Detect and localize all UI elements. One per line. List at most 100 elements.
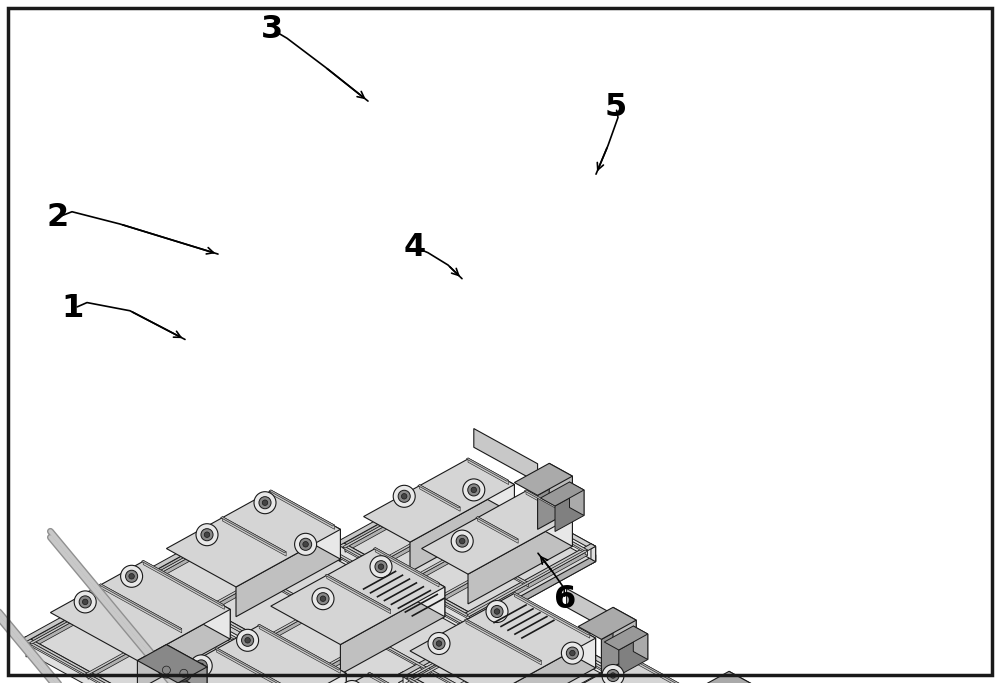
Circle shape — [195, 660, 207, 672]
Polygon shape — [26, 578, 142, 657]
Polygon shape — [526, 491, 572, 546]
Circle shape — [180, 669, 188, 678]
Circle shape — [74, 591, 96, 613]
Polygon shape — [516, 619, 611, 675]
Polygon shape — [407, 517, 525, 587]
Polygon shape — [137, 513, 555, 683]
Polygon shape — [585, 550, 587, 555]
Polygon shape — [601, 620, 636, 673]
Circle shape — [566, 647, 578, 659]
Polygon shape — [139, 584, 419, 683]
Polygon shape — [468, 516, 572, 604]
Polygon shape — [514, 592, 590, 638]
Polygon shape — [260, 505, 555, 667]
Polygon shape — [438, 637, 547, 683]
Polygon shape — [464, 619, 541, 662]
Circle shape — [126, 570, 138, 583]
Polygon shape — [375, 548, 439, 587]
Circle shape — [242, 635, 254, 646]
Polygon shape — [540, 660, 541, 666]
Polygon shape — [510, 611, 619, 671]
Polygon shape — [86, 615, 195, 675]
Polygon shape — [604, 626, 648, 650]
Circle shape — [303, 542, 308, 547]
Circle shape — [237, 629, 259, 652]
Polygon shape — [460, 648, 557, 683]
Polygon shape — [143, 561, 230, 639]
Polygon shape — [26, 637, 316, 683]
Polygon shape — [550, 662, 555, 680]
Polygon shape — [141, 560, 224, 606]
Polygon shape — [466, 619, 541, 665]
Polygon shape — [554, 533, 556, 538]
Polygon shape — [467, 615, 469, 621]
Polygon shape — [253, 673, 346, 683]
Polygon shape — [265, 513, 555, 680]
Polygon shape — [340, 587, 445, 674]
Polygon shape — [422, 491, 572, 574]
Polygon shape — [320, 544, 322, 550]
Polygon shape — [492, 499, 494, 504]
Circle shape — [451, 530, 473, 552]
Circle shape — [190, 655, 212, 677]
Polygon shape — [514, 674, 635, 683]
Polygon shape — [436, 533, 556, 600]
Polygon shape — [472, 655, 579, 683]
Polygon shape — [259, 626, 346, 683]
Polygon shape — [432, 607, 435, 612]
Polygon shape — [146, 514, 266, 580]
Polygon shape — [339, 475, 467, 561]
Polygon shape — [200, 678, 307, 683]
Polygon shape — [215, 647, 298, 683]
Polygon shape — [476, 516, 518, 540]
Polygon shape — [578, 607, 636, 639]
Polygon shape — [339, 540, 473, 630]
Polygon shape — [468, 555, 596, 632]
Polygon shape — [409, 620, 516, 683]
Polygon shape — [519, 677, 635, 683]
Polygon shape — [514, 463, 572, 495]
Polygon shape — [513, 619, 516, 624]
Polygon shape — [375, 548, 445, 617]
Circle shape — [428, 632, 450, 654]
Polygon shape — [503, 668, 619, 683]
Circle shape — [401, 494, 407, 499]
Polygon shape — [143, 560, 224, 609]
Polygon shape — [405, 516, 525, 582]
Polygon shape — [207, 546, 488, 683]
Circle shape — [610, 673, 616, 678]
Polygon shape — [249, 646, 251, 652]
Polygon shape — [144, 647, 251, 683]
Polygon shape — [461, 482, 463, 487]
Polygon shape — [335, 482, 596, 625]
Polygon shape — [468, 546, 596, 632]
Polygon shape — [21, 583, 427, 683]
Circle shape — [320, 596, 326, 602]
Circle shape — [162, 666, 170, 674]
Circle shape — [459, 538, 465, 544]
Polygon shape — [398, 611, 519, 677]
Circle shape — [341, 680, 363, 683]
Polygon shape — [148, 515, 266, 584]
Polygon shape — [374, 499, 494, 565]
Polygon shape — [567, 589, 613, 633]
Polygon shape — [514, 594, 596, 668]
Circle shape — [259, 497, 271, 509]
Polygon shape — [468, 459, 514, 514]
Polygon shape — [305, 677, 307, 682]
Polygon shape — [469, 551, 587, 621]
Polygon shape — [462, 473, 596, 561]
Polygon shape — [257, 624, 340, 670]
Polygon shape — [146, 579, 429, 683]
Circle shape — [201, 529, 213, 541]
Polygon shape — [613, 607, 636, 654]
Polygon shape — [376, 575, 378, 581]
Polygon shape — [137, 609, 230, 683]
Polygon shape — [429, 669, 547, 683]
Circle shape — [463, 479, 485, 501]
Polygon shape — [21, 575, 142, 641]
Circle shape — [82, 599, 88, 604]
Polygon shape — [404, 514, 528, 587]
Polygon shape — [729, 671, 752, 683]
Polygon shape — [314, 607, 435, 673]
